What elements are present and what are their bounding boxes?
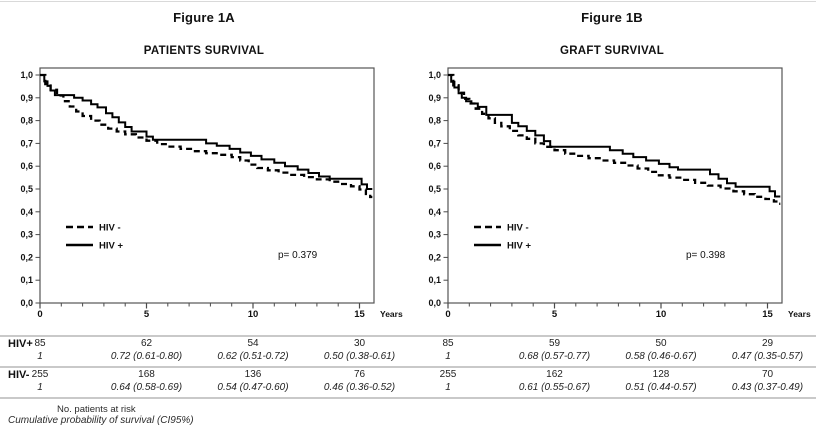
x-axis-unit-label: Years — [788, 309, 811, 318]
p-value-text: p= 0.398 — [686, 250, 726, 261]
x-axis-tick-label: 0 — [37, 309, 42, 318]
risk-count-cell: 85 — [442, 338, 454, 349]
risk-table-top-rule — [0, 335, 816, 337]
risk-probability-cell: 0.72 (0.61-0.80) — [110, 351, 183, 362]
risk-probability-cell: 0.54 (0.47-0.60) — [217, 382, 289, 393]
legend-label: HIV + — [99, 241, 123, 252]
legend-label: HIV - — [99, 223, 121, 234]
patients-at-risk-footnote: No. patients at risk — [57, 404, 136, 415]
y-axis-tick-label: 0,8 — [20, 116, 33, 126]
figure-1b-label: Figure 1B — [581, 10, 643, 25]
survival-curve-hiv-positive — [448, 74, 781, 198]
page-top-divider — [0, 1, 816, 2]
x-axis-tick-label: 15 — [354, 309, 365, 318]
y-axis-tick-label: 0,4 — [428, 207, 441, 217]
risk-probability-cell: 1 — [445, 382, 451, 393]
y-axis-tick-label: 0,4 — [20, 207, 33, 217]
patients-survival-chart: 0,0 0,1 0,2 0,3 0,4 0,5 0,6 0,7 0,8 0,9 1,0 0 5 10 15 Y… — [20, 67, 403, 318]
y-axis-tick-label: 0,9 — [20, 93, 33, 103]
risk-count-cell: 29 — [761, 338, 774, 349]
risk-count-cell: 30 — [353, 338, 366, 349]
y-axis-tick-label: 0,0 — [428, 298, 441, 308]
risk-probability-cell: 0.50 (0.38-0.61) — [323, 351, 396, 362]
risk-probability-cell: 1 — [37, 351, 43, 362]
risk-probability-cell: 0.43 (0.37-0.49) — [731, 382, 804, 393]
plot-box — [447, 67, 783, 304]
risk-count-cell: 255 — [439, 369, 457, 380]
y-axis-tick-label: 0,7 — [20, 138, 33, 148]
risk-probability-cell: 1 — [445, 351, 451, 362]
risk-count-cell: 59 — [548, 338, 561, 349]
y-axis-tick-label: 0,8 — [428, 116, 441, 126]
risk-count-cell: 76 — [353, 369, 366, 380]
survival-curve-hiv-negative — [40, 73, 373, 199]
risk-count-cell: 62 — [140, 338, 153, 349]
x-axis-tick-label: 5 — [144, 309, 150, 318]
cumulative-probability-footnote: Cumulative probability of survival (CI95… — [8, 415, 194, 426]
x-axis-unit-label: Years — [380, 309, 403, 318]
figure-1a-label: Figure 1A — [173, 10, 235, 25]
patients-survival-title: PATIENTS SURVIVAL — [143, 45, 265, 57]
p-value-text: p= 0.379 — [278, 250, 318, 261]
x-axis-tick-label: 10 — [248, 309, 259, 318]
y-axis-tick-label: 0,7 — [428, 138, 441, 148]
y-axis-tick-label: 0,2 — [428, 252, 441, 262]
graft-survival-title: GRAFT SURVIVAL — [559, 45, 665, 57]
risk-count-cell: 255 — [31, 369, 49, 380]
y-axis-tick-label: 0,3 — [20, 230, 33, 240]
x-axis-tick-label: 10 — [656, 309, 667, 318]
survival-curve-hiv-negative — [448, 73, 781, 205]
legend-label: HIV + — [507, 241, 531, 252]
y-axis-tick-label: 0,3 — [428, 230, 441, 240]
y-axis-tick-label: 0,6 — [20, 161, 33, 171]
panel-figure-1a: Figure 1A PATIENTS SURVIVAL 0,0 0,1 0,2 0,3… — [0, 0, 408, 330]
y-axis-tick-label: 0,5 — [20, 184, 33, 194]
risk-probability-cell: 0.61 (0.55-0.67) — [518, 382, 591, 393]
panel-figure-1b: Figure 1B GRAFT SURVIVAL 0,0 0,1 0,2 0,3 0,4… — [408, 0, 816, 330]
risk-probability-cell: 0.68 (0.57-0.77) — [518, 351, 591, 362]
x-axis-tick-label: 15 — [762, 309, 773, 318]
y-axis-tick-label: 0,9 — [428, 93, 441, 103]
risk-probability-cell: 0.64 (0.58-0.69) — [110, 382, 183, 393]
risk-probability-cell: 0.47 (0.35-0.57) — [731, 351, 804, 362]
risk-probability-cell: 0.46 (0.36-0.52) — [323, 382, 396, 393]
risk-probability-cell: 1 — [37, 382, 43, 393]
risk-count-cell: 162 — [546, 369, 563, 380]
y-axis-tick-label: 0,1 — [20, 275, 33, 285]
risk-count-cell: 168 — [138, 369, 155, 380]
y-axis-tick-label: 0,0 — [20, 298, 33, 308]
risk-count-cell: 50 — [655, 338, 667, 349]
y-axis-tick-label: 1,0 — [20, 70, 33, 80]
risk-table-middle-rule — [0, 366, 816, 368]
risk-count-cell: 136 — [244, 369, 262, 380]
risk-probability-cell: 0.58 (0.46-0.67) — [625, 351, 697, 362]
y-axis-tick-label: 0,2 — [20, 252, 33, 262]
plot-box — [39, 67, 375, 304]
risk-probability-cell: 0.51 (0.44-0.57) — [625, 382, 697, 393]
y-axis-tick-label: 0,1 — [428, 275, 441, 285]
y-axis-tick-label: 0,5 — [428, 184, 441, 194]
risk-count-cell: 128 — [652, 369, 670, 380]
risk-row-label: HIV+ — [8, 338, 33, 350]
risk-count-cell: 70 — [761, 369, 774, 380]
x-axis-tick-label: 0 — [445, 309, 450, 318]
risk-probability-cell: 0.62 (0.51-0.72) — [217, 351, 289, 362]
y-axis-tick-label: 1,0 — [428, 70, 441, 80]
graft-survival-chart: 0,0 0,1 0,2 0,3 0,4 0,5 0,6 0,7 0,8 0,9 1,0 0 5 10 15 Y… — [428, 67, 811, 318]
y-axis-tick-label: 0,6 — [428, 161, 441, 171]
survival-curve-hiv-positive — [40, 74, 373, 190]
risk-count-cell: 54 — [247, 338, 259, 349]
x-axis-tick-label: 5 — [552, 309, 558, 318]
risk-row-label: HIV- — [8, 369, 30, 381]
legend-label: HIV - — [507, 223, 529, 234]
risk-count-cell: 85 — [34, 338, 46, 349]
risk-table-bottom-rule — [0, 397, 816, 399]
